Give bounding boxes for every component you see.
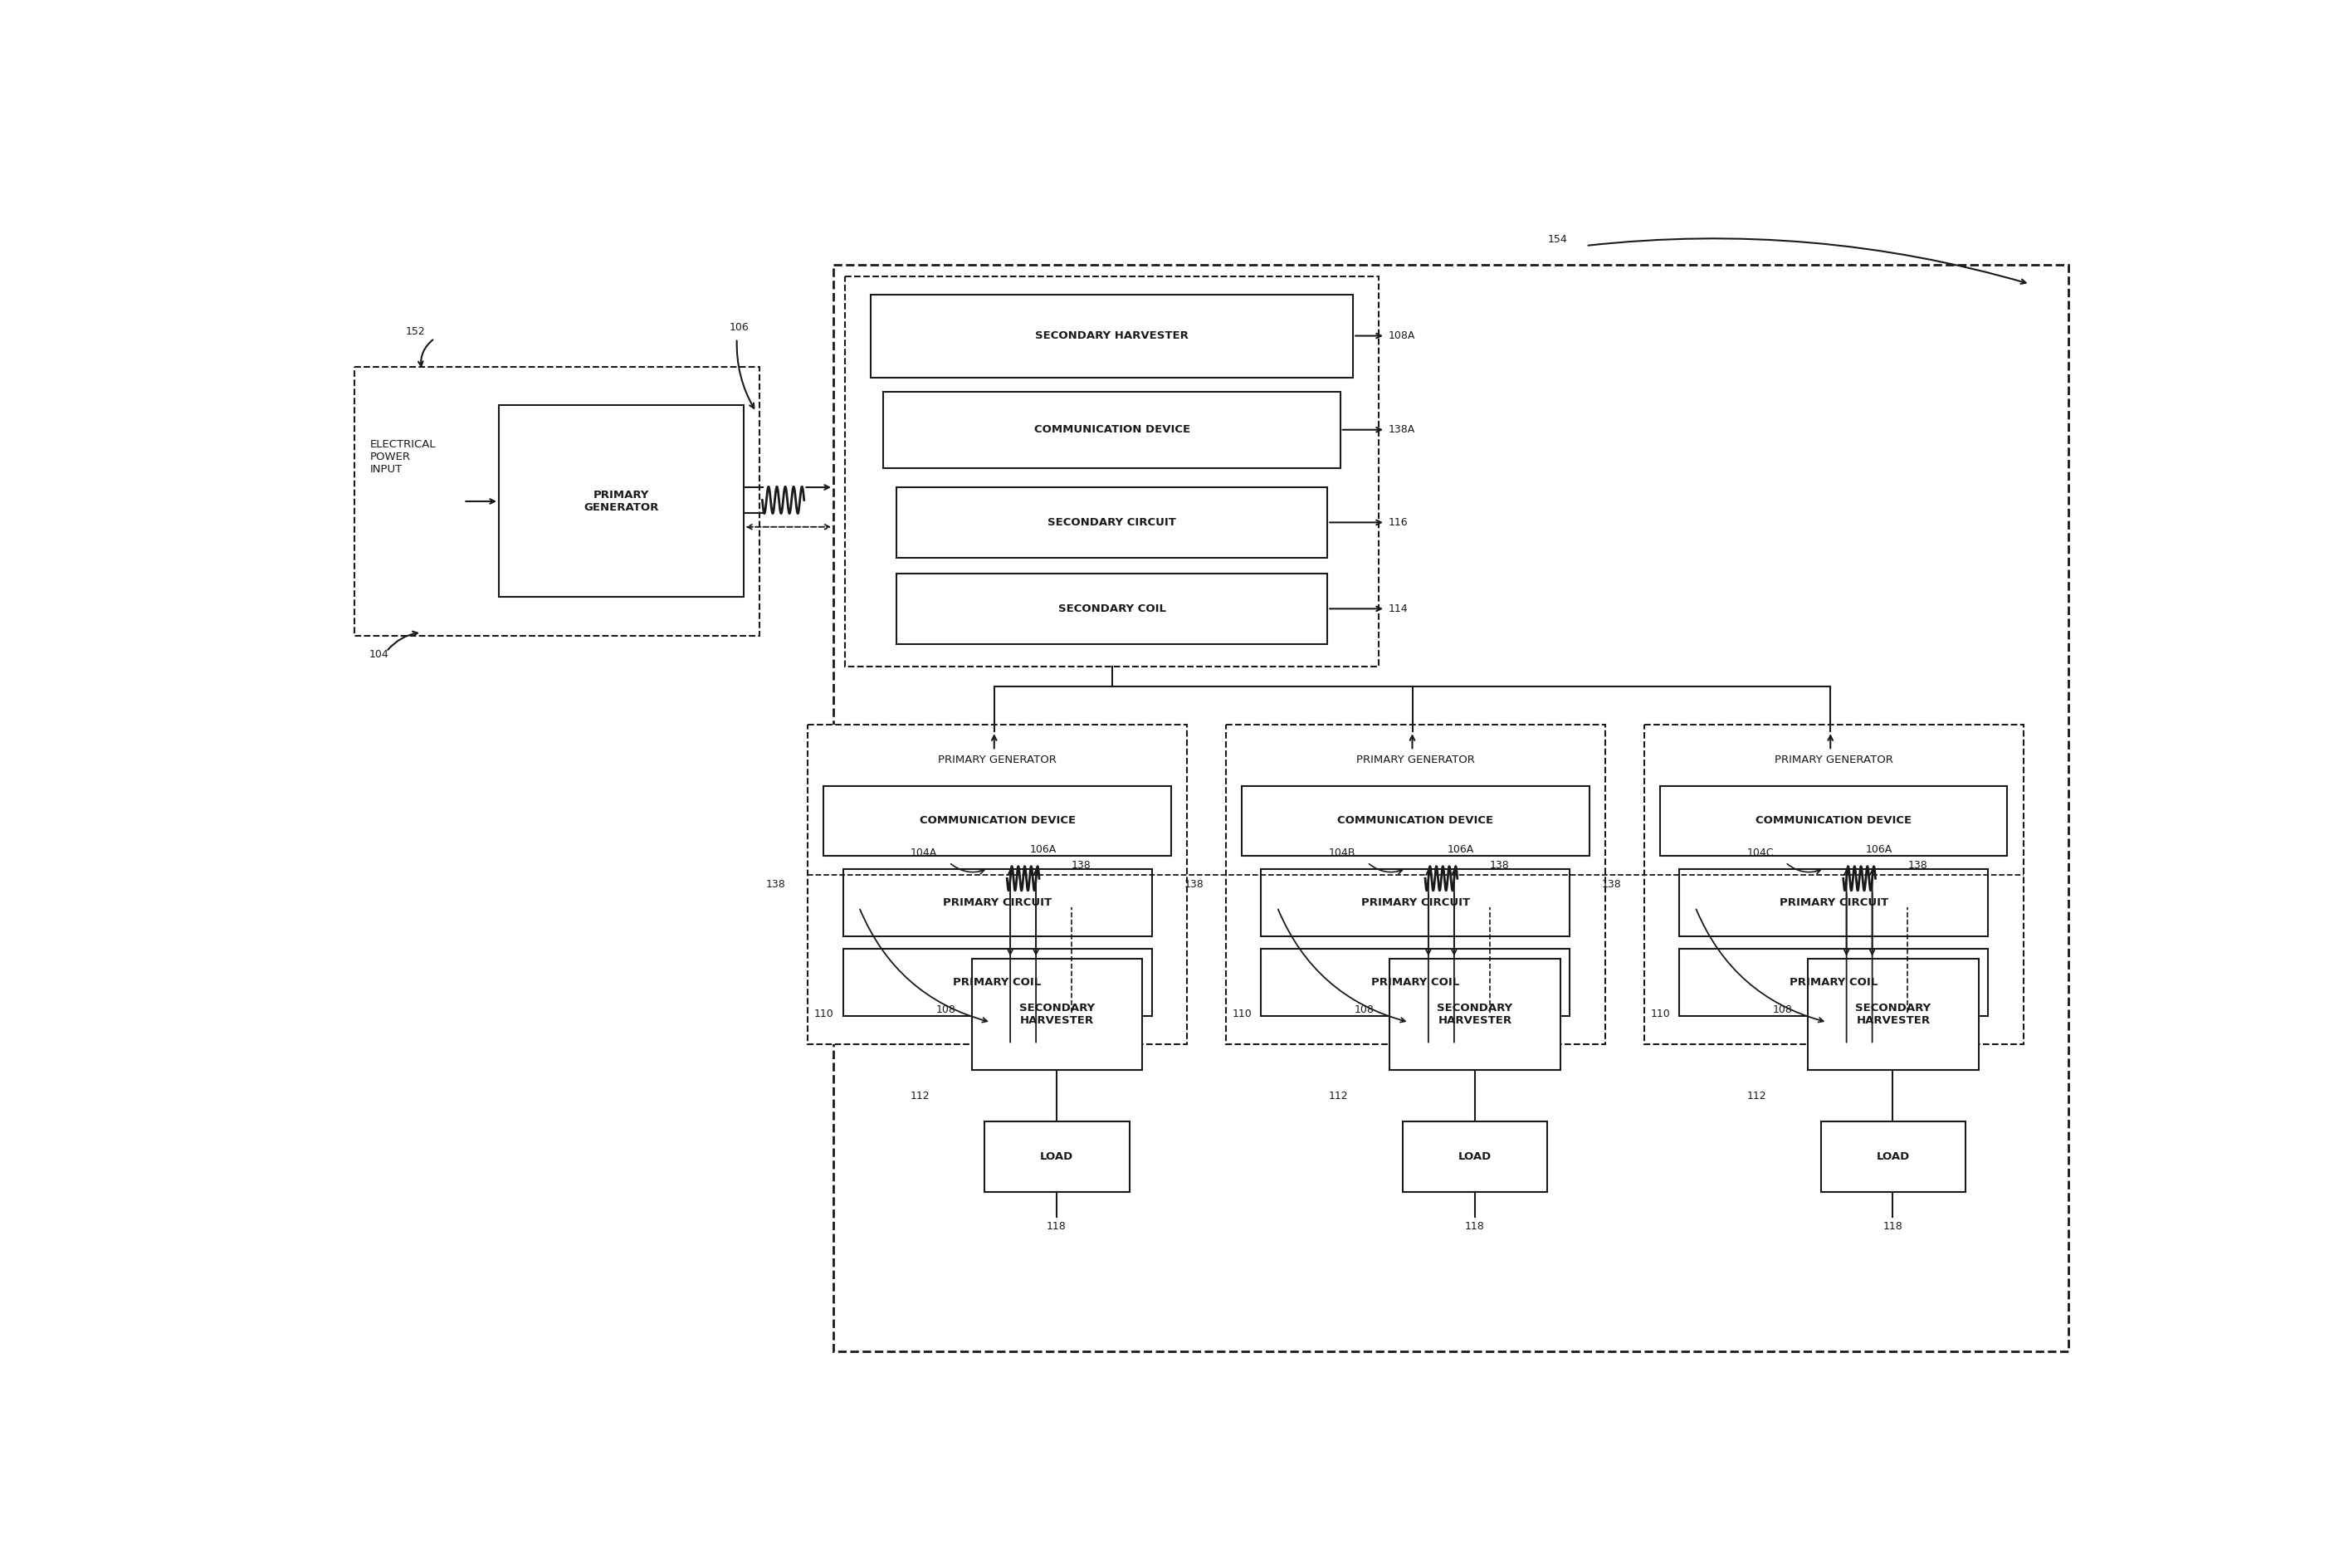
FancyBboxPatch shape xyxy=(809,724,1186,1044)
Text: 106A: 106A xyxy=(1449,844,1474,855)
Text: PRIMARY CIRCUIT: PRIMARY CIRCUIT xyxy=(1779,897,1887,908)
Text: LOAD: LOAD xyxy=(1458,1151,1491,1162)
FancyBboxPatch shape xyxy=(354,367,759,635)
Text: 138: 138 xyxy=(1601,880,1622,891)
Text: SECONDARY HARVESTER: SECONDARY HARVESTER xyxy=(1036,331,1188,342)
Text: 110: 110 xyxy=(813,1008,834,1019)
Text: PRIMARY CIRCUIT: PRIMARY CIRCUIT xyxy=(1362,897,1470,908)
Text: 108: 108 xyxy=(1772,1004,1793,1014)
Text: 108: 108 xyxy=(1355,1004,1374,1014)
Text: SECONDARY COIL: SECONDARY COIL xyxy=(1057,604,1165,615)
FancyBboxPatch shape xyxy=(499,406,743,597)
FancyBboxPatch shape xyxy=(1402,1121,1547,1192)
Text: 106: 106 xyxy=(729,321,748,332)
Text: 104B: 104B xyxy=(1329,847,1355,858)
Text: 152: 152 xyxy=(406,326,424,337)
FancyBboxPatch shape xyxy=(870,295,1352,378)
Text: PRIMARY GENERATOR: PRIMARY GENERATOR xyxy=(1357,754,1474,765)
FancyBboxPatch shape xyxy=(1390,958,1561,1071)
FancyBboxPatch shape xyxy=(895,574,1327,644)
FancyBboxPatch shape xyxy=(844,276,1378,666)
FancyBboxPatch shape xyxy=(1678,869,1988,936)
Text: PRIMARY CIRCUIT: PRIMARY CIRCUIT xyxy=(942,897,1052,908)
FancyBboxPatch shape xyxy=(1226,724,1606,1044)
Text: COMMUNICATION DEVICE: COMMUNICATION DEVICE xyxy=(1338,815,1493,826)
Text: 118: 118 xyxy=(1882,1221,1903,1232)
Text: 106A: 106A xyxy=(1029,844,1057,855)
Text: 116: 116 xyxy=(1388,517,1409,528)
Text: LOAD: LOAD xyxy=(1878,1151,1910,1162)
Text: 104C: 104C xyxy=(1746,847,1774,858)
Text: ELECTRICAL
POWER
INPUT: ELECTRICAL POWER INPUT xyxy=(370,439,436,475)
Text: 110: 110 xyxy=(1233,1008,1252,1019)
Text: PRIMARY COIL: PRIMARY COIL xyxy=(954,977,1041,988)
Text: 154: 154 xyxy=(1547,234,1568,245)
FancyBboxPatch shape xyxy=(1660,786,2006,856)
Text: 138A: 138A xyxy=(1388,425,1416,436)
Text: 104A: 104A xyxy=(909,847,938,858)
Text: 114: 114 xyxy=(1388,604,1409,615)
FancyBboxPatch shape xyxy=(973,958,1142,1071)
FancyBboxPatch shape xyxy=(1678,949,1988,1016)
Text: 110: 110 xyxy=(1650,1008,1669,1019)
Text: 112: 112 xyxy=(909,1090,931,1101)
Text: 138: 138 xyxy=(1908,861,1927,872)
Text: 112: 112 xyxy=(1746,1090,1767,1101)
Text: 108: 108 xyxy=(935,1004,956,1014)
Text: PRIMARY
GENERATOR: PRIMARY GENERATOR xyxy=(584,489,659,513)
FancyBboxPatch shape xyxy=(1261,869,1570,936)
Text: 138: 138 xyxy=(1488,861,1510,872)
Text: 118: 118 xyxy=(1465,1221,1484,1232)
Text: 118: 118 xyxy=(1048,1221,1067,1232)
Text: SECONDARY CIRCUIT: SECONDARY CIRCUIT xyxy=(1048,517,1177,528)
Text: 112: 112 xyxy=(1329,1090,1348,1101)
FancyBboxPatch shape xyxy=(844,869,1151,936)
FancyBboxPatch shape xyxy=(984,1121,1130,1192)
Text: PRIMARY GENERATOR: PRIMARY GENERATOR xyxy=(938,754,1057,765)
FancyBboxPatch shape xyxy=(1821,1121,1967,1192)
Text: SECONDARY
HARVESTER: SECONDARY HARVESTER xyxy=(1437,1002,1512,1025)
Text: SECONDARY
HARVESTER: SECONDARY HARVESTER xyxy=(1020,1002,1095,1025)
FancyBboxPatch shape xyxy=(1242,786,1589,856)
FancyBboxPatch shape xyxy=(844,949,1151,1016)
Text: COMMUNICATION DEVICE: COMMUNICATION DEVICE xyxy=(1034,425,1191,436)
Text: 138: 138 xyxy=(766,880,785,891)
FancyBboxPatch shape xyxy=(823,786,1172,856)
FancyBboxPatch shape xyxy=(1807,958,1978,1071)
FancyBboxPatch shape xyxy=(834,265,2067,1352)
Text: PRIMARY COIL: PRIMARY COIL xyxy=(1788,977,1878,988)
Text: 106A: 106A xyxy=(1866,844,1892,855)
FancyBboxPatch shape xyxy=(884,392,1341,469)
Text: SECONDARY
HARVESTER: SECONDARY HARVESTER xyxy=(1856,1002,1931,1025)
Text: 104: 104 xyxy=(368,649,389,660)
FancyBboxPatch shape xyxy=(1261,949,1570,1016)
FancyBboxPatch shape xyxy=(895,488,1327,558)
Text: 138: 138 xyxy=(1071,861,1090,872)
Text: PRIMARY COIL: PRIMARY COIL xyxy=(1371,977,1460,988)
Text: 138: 138 xyxy=(1184,880,1205,891)
Text: LOAD: LOAD xyxy=(1041,1151,1074,1162)
Text: COMMUNICATION DEVICE: COMMUNICATION DEVICE xyxy=(919,815,1076,826)
Text: 108A: 108A xyxy=(1388,331,1416,342)
Text: PRIMARY GENERATOR: PRIMARY GENERATOR xyxy=(1774,754,1894,765)
FancyBboxPatch shape xyxy=(1643,724,2023,1044)
Text: COMMUNICATION DEVICE: COMMUNICATION DEVICE xyxy=(1756,815,1913,826)
